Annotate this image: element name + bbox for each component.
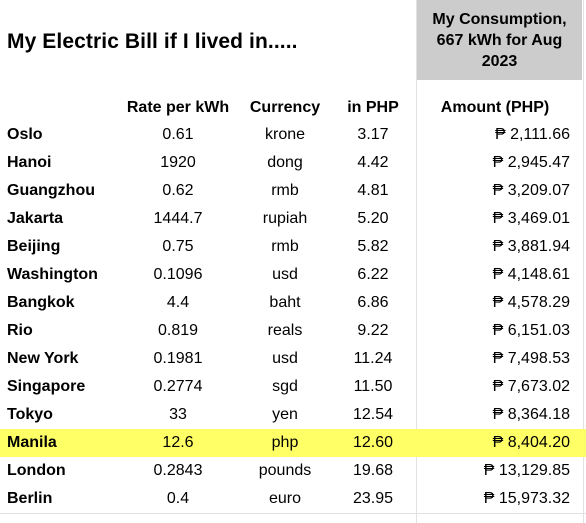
- rate-cell: 1444.7: [153, 210, 203, 227]
- bottom-gridline: [0, 513, 586, 514]
- rate-cell: 0.2774: [153, 378, 203, 395]
- amount-cell: ₱ 3,469.01: [492, 210, 570, 227]
- city-cell: Bangkok: [7, 294, 75, 311]
- in-php-cell: 4.81: [357, 182, 389, 199]
- currency-cell: yen: [272, 406, 298, 423]
- table-row: Guangzhou 0.62 rmb 4.81 ₱ 3,209.07: [0, 177, 586, 205]
- in-php-cell: 12.60: [352, 434, 394, 451]
- currency-cell: pounds: [258, 462, 312, 479]
- rate-cell: 1920: [160, 154, 196, 171]
- currency-cell: reals: [267, 322, 303, 339]
- header-currency: Currency: [249, 99, 321, 116]
- header-rate: Rate per kWh: [126, 99, 230, 116]
- table-row: New York 0.1981 usd 11.24 ₱ 7,498.53: [0, 345, 586, 373]
- city-cell: Hanoi: [7, 154, 52, 171]
- table-row: Jakarta 1444.7 rupiah 5.20 ₱ 3,469.01: [0, 205, 586, 233]
- city-cell: Jakarta: [7, 210, 64, 227]
- table-row: Berlin 0.4 euro 23.95 ₱ 15,973.32: [0, 485, 586, 513]
- amount-cell: ₱ 2,111.66: [494, 126, 570, 143]
- amount-cell: ₱ 7,673.02: [492, 378, 570, 395]
- table-row: Rio 0.819 reals 9.22 ₱ 6,151.03: [0, 317, 586, 345]
- rate-cell: 0.1096: [153, 266, 203, 283]
- amount-cell: ₱ 13,129.85: [483, 462, 570, 479]
- table-row: Beijing 0.75 rmb 5.82 ₱ 3,881.94: [0, 233, 586, 261]
- currency-cell: krone: [264, 126, 306, 143]
- amount-cell: ₱ 2,945.47: [492, 154, 570, 171]
- city-cell: New York: [7, 350, 79, 367]
- table-row: Oslo 0.61 krone 3.17 ₱ 2,111.66: [0, 121, 586, 149]
- currency-cell: rupiah: [262, 210, 308, 227]
- currency-cell: usd: [272, 350, 298, 367]
- amount-cell: ₱ 4,578.29: [492, 294, 570, 311]
- amount-cell: ₱ 8,364.18: [492, 406, 570, 423]
- in-php-cell: 19.68: [352, 462, 394, 479]
- page-title: My Electric Bill if I lived in.....: [7, 30, 298, 53]
- currency-cell: php: [271, 434, 299, 451]
- amount-cell: ₱ 15,973.32: [483, 490, 570, 507]
- consumption-line-3: 2023: [481, 52, 518, 70]
- city-cell: Beijing: [7, 238, 61, 255]
- consumption-box: My Consumption, 667 kWh for Aug 2023: [417, 0, 582, 80]
- header-in-php: in PHP: [347, 99, 399, 116]
- city-cell: London: [7, 462, 66, 479]
- amount-cell: ₱ 7,498.53: [492, 350, 570, 367]
- in-php-cell: 6.22: [357, 266, 389, 283]
- city-cell: Washington: [7, 266, 98, 283]
- in-php-cell: 4.42: [357, 154, 389, 171]
- in-php-cell: 5.82: [357, 238, 389, 255]
- rate-cell: 12.6: [162, 434, 194, 451]
- table-row: Hanoi 1920 dong 4.42 ₱ 2,945.47: [0, 149, 586, 177]
- city-cell: Oslo: [7, 126, 43, 143]
- amount-cell: ₱ 4,148.61: [492, 266, 570, 283]
- rate-cell: 0.2843: [153, 462, 203, 479]
- city-cell: Tokyo: [7, 406, 53, 423]
- table-row: Washington 0.1096 usd 6.22 ₱ 4,148.61: [0, 261, 586, 289]
- rate-cell: 33: [169, 406, 187, 423]
- city-cell: Rio: [7, 322, 33, 339]
- currency-cell: sgd: [272, 378, 298, 395]
- rate-cell: 0.4: [166, 490, 190, 507]
- rate-cell: 0.75: [162, 238, 194, 255]
- rate-cell: 0.61: [162, 126, 194, 143]
- rate-cell: 0.1981: [153, 350, 203, 367]
- rate-cell: 4.4: [166, 294, 190, 311]
- bill-table: Oslo 0.61 krone 3.17 ₱ 2,111.66 Hanoi 1920 dong…: [0, 121, 586, 513]
- amount-cell: ₱ 3,881.94: [492, 238, 570, 255]
- consumption-line-2: 667 kWh for Aug: [436, 31, 563, 49]
- currency-cell: dong: [267, 154, 303, 171]
- in-php-cell: 6.86: [357, 294, 389, 311]
- in-php-cell: 12.54: [352, 406, 394, 423]
- currency-cell: rmb: [271, 238, 299, 255]
- city-cell: Berlin: [7, 490, 53, 507]
- column-gridline: [583, 0, 584, 523]
- table-row: London 0.2843 pounds 19.68 ₱ 13,129.85: [0, 457, 586, 485]
- in-php-cell: 11.50: [353, 378, 393, 395]
- in-php-cell: 3.17: [357, 126, 389, 143]
- currency-cell: euro: [268, 490, 302, 507]
- table-row: Singapore 0.2774 sgd 11.50 ₱ 7,673.02: [0, 373, 586, 401]
- currency-cell: baht: [269, 294, 301, 311]
- rate-cell: 0.819: [157, 322, 199, 339]
- consumption-line-1: My Consumption,: [432, 10, 567, 28]
- in-php-cell: 11.24: [353, 350, 393, 367]
- amount-cell: ₱ 6,151.03: [492, 322, 570, 339]
- in-php-cell: 23.95: [352, 490, 394, 507]
- table-row: Bangkok 4.4 baht 6.86 ₱ 4,578.29: [0, 289, 586, 317]
- currency-cell: usd: [272, 266, 298, 283]
- rate-cell: 0.62: [162, 182, 194, 199]
- city-cell: Guangzhou: [7, 182, 95, 199]
- city-cell: Singapore: [7, 378, 86, 395]
- in-php-cell: 9.22: [357, 322, 389, 339]
- table-row: Tokyo 33 yen 12.54 ₱ 8,364.18: [0, 401, 586, 429]
- currency-cell: rmb: [271, 182, 299, 199]
- table-row: Manila 12.6 php 12.60 ₱ 8,404.20: [0, 429, 586, 457]
- header-amount: Amount (PHP): [440, 99, 550, 116]
- city-cell: Manila: [7, 434, 57, 451]
- in-php-cell: 5.20: [357, 210, 389, 227]
- amount-cell: ₱ 8,404.20: [492, 434, 570, 451]
- amount-cell: ₱ 3,209.07: [492, 182, 570, 199]
- column-gridline: [416, 0, 417, 523]
